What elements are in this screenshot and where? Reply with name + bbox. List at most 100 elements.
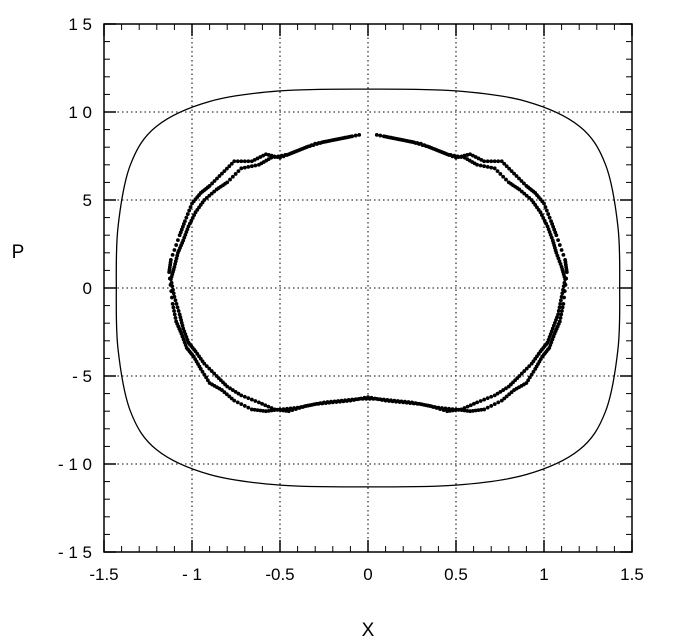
orbit-point bbox=[489, 404, 494, 408]
outer-orbit-line bbox=[115, 88, 621, 488]
orbit-point bbox=[541, 216, 546, 220]
orbit-point bbox=[255, 156, 260, 161]
orbit-point bbox=[485, 165, 490, 169]
orbit-point bbox=[498, 389, 503, 394]
orbit-point bbox=[560, 291, 565, 296]
orbit-point bbox=[524, 366, 529, 371]
orbit-point bbox=[558, 316, 563, 320]
y-tick-label: 0 bbox=[83, 279, 92, 298]
orbit-point bbox=[341, 136, 346, 140]
orbit-point bbox=[186, 224, 191, 229]
orbit-point bbox=[209, 191, 214, 196]
orbit-point bbox=[306, 403, 311, 408]
orbit-point bbox=[249, 407, 254, 412]
orbit-point bbox=[330, 400, 335, 405]
orbit-point bbox=[215, 176, 219, 181]
orbit-point bbox=[170, 253, 175, 257]
orbit-point bbox=[252, 407, 257, 412]
orbit-point bbox=[189, 218, 194, 223]
orbit-point bbox=[425, 403, 430, 408]
orbit-point bbox=[408, 401, 413, 405]
orbit-point bbox=[561, 301, 566, 306]
orbit-point bbox=[228, 386, 232, 391]
orbit-point bbox=[278, 407, 282, 412]
orbit-point bbox=[174, 243, 179, 247]
y-tick-label: - 1 5 bbox=[58, 543, 92, 562]
orbit-point bbox=[380, 398, 384, 402]
orbit-point bbox=[214, 374, 219, 378]
orbit-point bbox=[432, 405, 437, 409]
orbit-point bbox=[492, 402, 497, 407]
grid-lines bbox=[104, 24, 632, 552]
minor-ticks bbox=[104, 24, 632, 552]
orbit-point bbox=[306, 144, 311, 149]
orbit-point bbox=[517, 187, 522, 192]
orbit-point bbox=[207, 184, 212, 188]
orbit-point bbox=[227, 394, 232, 399]
orbit-point bbox=[558, 301, 563, 306]
orbit-point bbox=[517, 176, 521, 181]
y-axis-label: P bbox=[12, 242, 25, 263]
x-tick-label: 0 bbox=[363, 565, 372, 584]
orbit-point bbox=[560, 308, 564, 313]
orbit-point bbox=[357, 132, 362, 137]
orbit-point bbox=[436, 148, 441, 153]
orbit-point bbox=[369, 395, 374, 400]
x-axis-label: X bbox=[362, 620, 375, 641]
orbit-point bbox=[187, 221, 192, 226]
orbit-point bbox=[348, 134, 353, 139]
orbit-point bbox=[212, 189, 217, 194]
orbit-point bbox=[204, 195, 209, 200]
orbit-point bbox=[542, 218, 547, 223]
orbit-point bbox=[378, 133, 383, 138]
orbit-point bbox=[504, 164, 509, 169]
orbit-point bbox=[539, 213, 544, 218]
orbit-point bbox=[440, 150, 444, 155]
orbit-point bbox=[174, 301, 179, 306]
orbit-point bbox=[492, 159, 497, 164]
orbit-point bbox=[366, 395, 370, 400]
orbit-point bbox=[337, 399, 342, 404]
orbit-point bbox=[242, 159, 247, 164]
orbit-point bbox=[239, 159, 244, 164]
orbit-point bbox=[514, 174, 519, 178]
y-tick-label: - 1 0 bbox=[58, 455, 92, 474]
orbit-point bbox=[501, 388, 506, 392]
orbit-point bbox=[519, 179, 524, 183]
orbit-point bbox=[295, 148, 300, 153]
orbit-point bbox=[353, 133, 358, 138]
orbit-point bbox=[504, 394, 509, 399]
orbit-point bbox=[183, 219, 187, 224]
orbit-point bbox=[522, 191, 527, 196]
orbit-point bbox=[529, 361, 534, 366]
y-tick-label: 1 5 bbox=[68, 15, 92, 34]
orbit-point bbox=[507, 392, 512, 397]
orbit-point bbox=[482, 164, 487, 169]
orbit-point bbox=[471, 153, 475, 158]
orbit-point bbox=[171, 291, 176, 296]
orbit-point bbox=[544, 221, 549, 226]
orbit-point bbox=[316, 401, 321, 406]
orbit-point bbox=[249, 164, 254, 169]
orbit-point bbox=[192, 213, 197, 218]
orbit-point bbox=[374, 132, 379, 137]
orbit-point bbox=[170, 301, 175, 306]
orbit-point bbox=[302, 146, 307, 150]
orbit-point bbox=[415, 401, 420, 406]
orbit-point bbox=[167, 276, 172, 281]
orbit-point bbox=[479, 157, 484, 162]
orbit-point bbox=[246, 159, 251, 164]
orbit-point bbox=[390, 399, 395, 404]
orbit-point bbox=[261, 408, 265, 413]
orbit-point bbox=[225, 180, 230, 185]
orbit-point bbox=[376, 397, 381, 402]
orbit-point bbox=[564, 276, 569, 281]
orbit-point bbox=[235, 159, 240, 164]
orbit-point bbox=[175, 305, 180, 310]
orbit-point bbox=[264, 409, 268, 414]
orbit-point bbox=[235, 400, 240, 405]
orbit-point bbox=[476, 156, 481, 161]
orbit-point bbox=[188, 205, 193, 209]
orbit-point bbox=[415, 141, 420, 145]
orbit-point bbox=[232, 398, 237, 403]
